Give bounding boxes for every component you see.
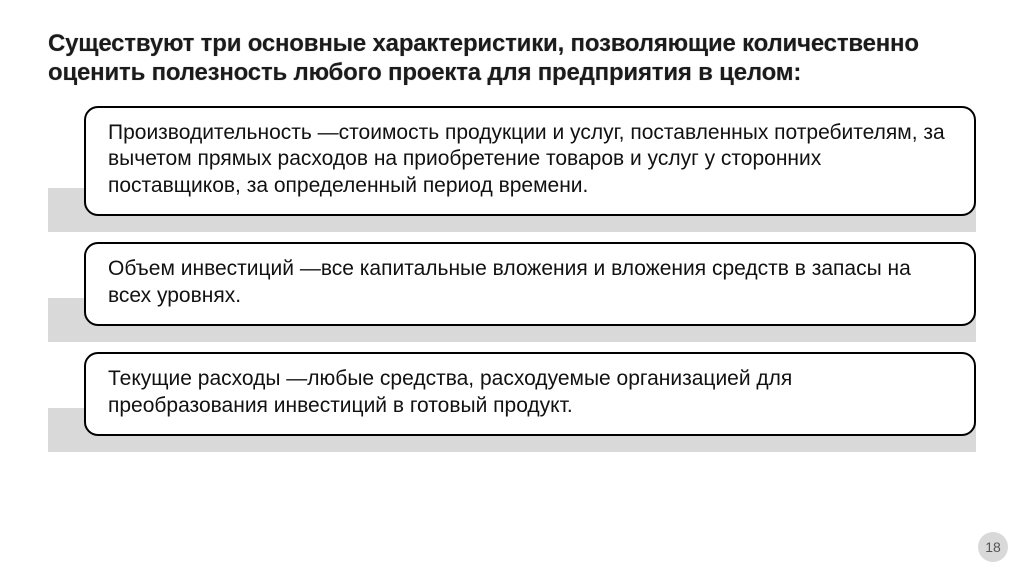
slide: Существуют три основные характеристики, …: [0, 0, 1024, 574]
page-number: 18: [985, 539, 1001, 555]
characteristic-box: Производительность —стоимость продукции …: [84, 106, 976, 217]
page-number-badge: 18: [978, 532, 1008, 562]
characteristic-item: Объем инвестиций —все капитальные вложен…: [48, 242, 976, 326]
characteristic-box: Объем инвестиций —все капитальные вложен…: [84, 242, 976, 326]
slide-title: Существуют три основные характеристики, …: [48, 30, 976, 88]
characteristic-text: Производительность —стоимость продукции …: [108, 121, 945, 198]
characteristic-item: Производительность —стоимость продукции …: [48, 106, 976, 217]
characteristic-text: Объем инвестиций —все капитальные вложен…: [108, 257, 911, 307]
characteristic-box: Текущие расходы —любые средства, расходу…: [84, 352, 976, 436]
characteristic-text: Текущие расходы —любые средства, расходу…: [108, 367, 792, 417]
characteristic-item: Текущие расходы —любые средства, расходу…: [48, 352, 976, 436]
